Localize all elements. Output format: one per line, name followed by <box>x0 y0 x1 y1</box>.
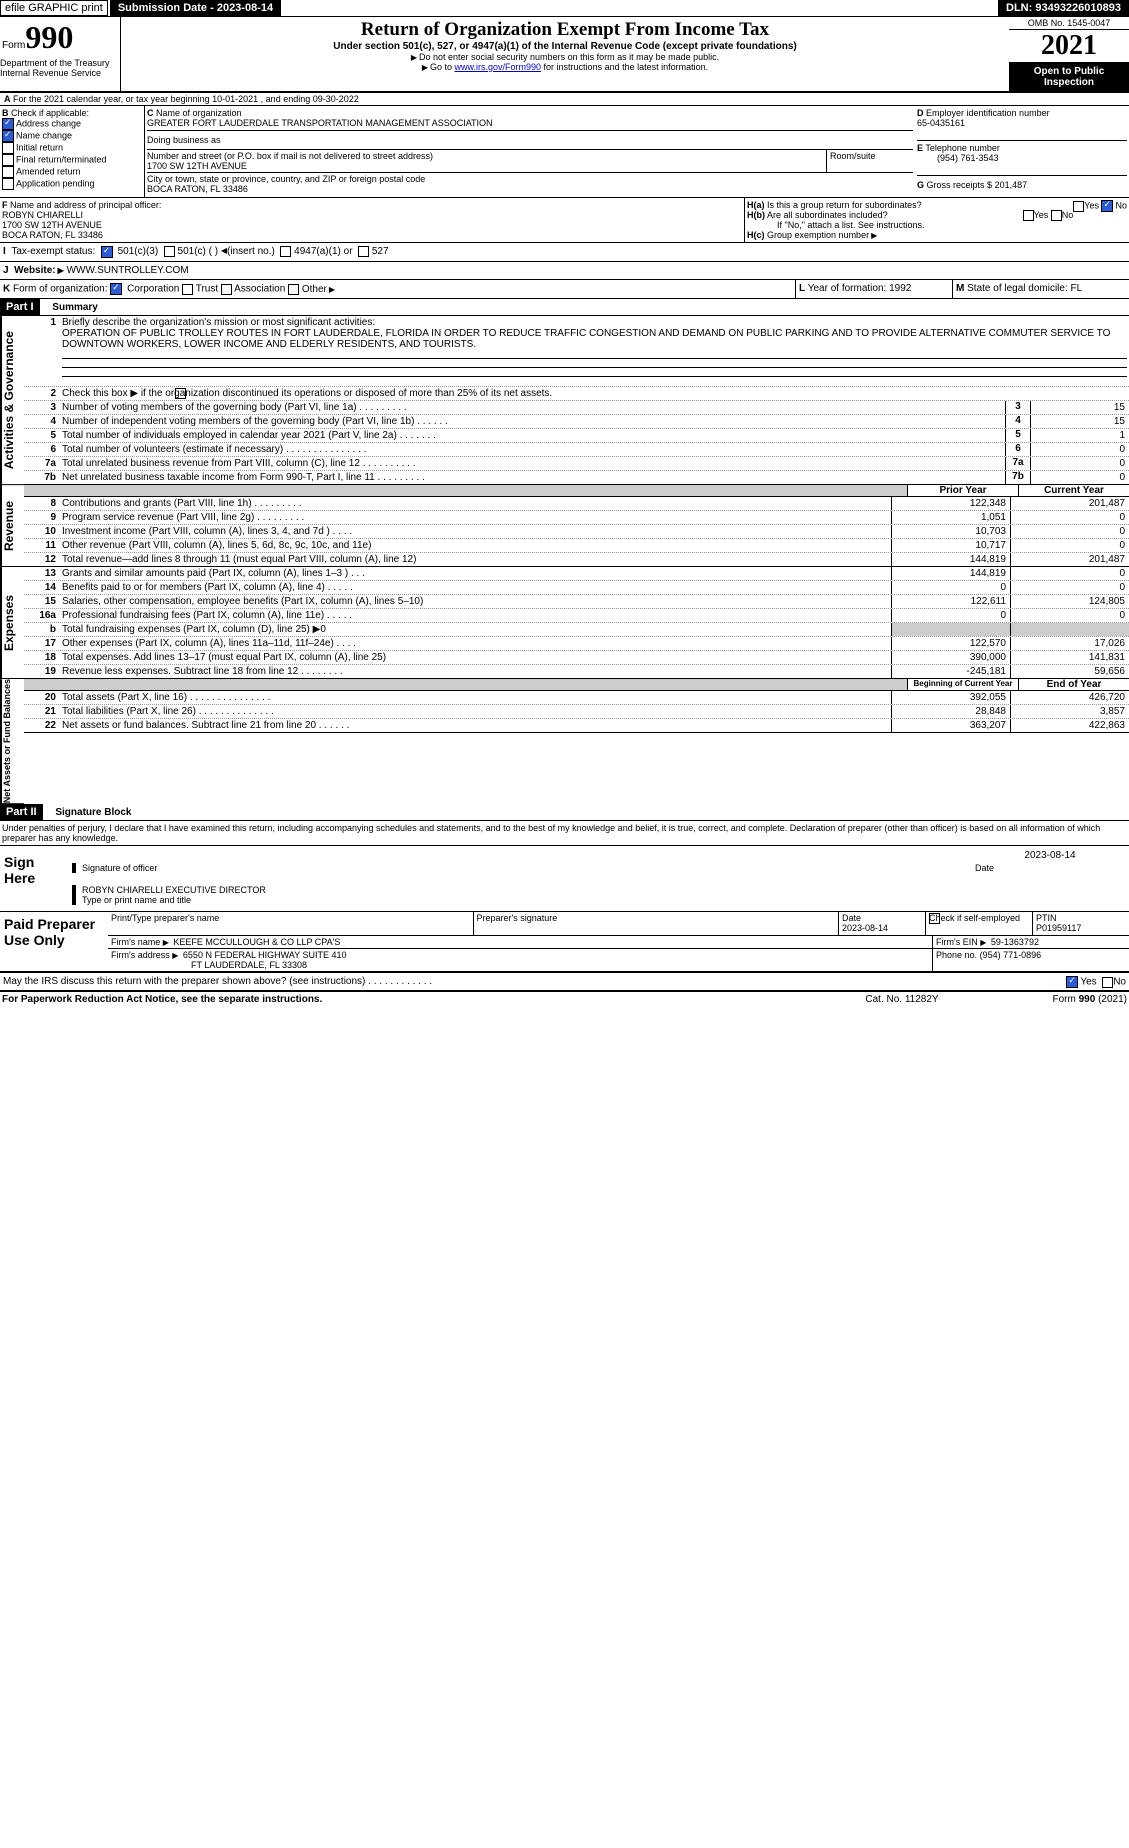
line-KLM: K Form of organization: Corporation Trus… <box>0 280 1129 299</box>
chk-501c[interactable] <box>164 246 175 257</box>
discuss-yes[interactable] <box>1066 976 1078 988</box>
part-ii-header: Part II Signature Block <box>0 804 1129 821</box>
dept: Department of the Treasury Internal Reve… <box>0 58 120 91</box>
section-F: F Name and address of principal officer:… <box>0 198 745 242</box>
table-row: 12Total revenue—add lines 8 through 11 (… <box>24 553 1129 567</box>
right-block: OMB No. 1545-0047 2021 Open to Public In… <box>1009 17 1129 91</box>
form-word: Form <box>2 40 25 51</box>
footer: For Paperwork Reduction Act Notice, see … <box>0 992 1129 1007</box>
discuss-no[interactable] <box>1102 977 1113 988</box>
chk-self-emp[interactable] <box>929 913 940 924</box>
table-row: 9Program service revenue (Part VIII, lin… <box>24 511 1129 525</box>
chk-527[interactable] <box>358 246 369 257</box>
sidebar-net: Net Assets or Fund Balances <box>0 679 24 804</box>
open-public: Open to Public Inspection <box>1009 63 1129 91</box>
table-row: 14Benefits paid to or for members (Part … <box>24 581 1129 595</box>
table-row: 11Other revenue (Part VIII, column (A), … <box>24 539 1129 553</box>
table-row: 15Salaries, other compensation, employee… <box>24 595 1129 609</box>
table-row: bTotal fundraising expenses (Part IX, co… <box>24 623 1129 637</box>
table-row: 20Total assets (Part X, line 16) . . . .… <box>24 691 1129 705</box>
hb-no[interactable] <box>1051 210 1062 221</box>
block-FH: F Name and address of principal officer:… <box>0 198 1129 243</box>
chk-501c3[interactable] <box>101 246 113 258</box>
tax-year: 2021 <box>1009 30 1129 63</box>
efile-header: efile GRAPHIC print Submission Date - 20… <box>0 0 1129 17</box>
sidebar-exp: Expenses <box>0 567 24 679</box>
chk-amended[interactable] <box>2 166 14 178</box>
activities-governance: Activities & Governance 1Briefly describ… <box>0 316 1129 485</box>
section-C: C Name of organizationGREATER FORT LAUDE… <box>145 106 915 197</box>
ha-no[interactable] <box>1101 200 1113 212</box>
table-row: 19Revenue less expenses. Subtract line 1… <box>24 665 1129 679</box>
section-H: H(a) Is this a group return for subordin… <box>745 198 1129 242</box>
mission-text: OPERATION OF PUBLIC TROLLEY ROUTES IN FO… <box>62 328 1110 350</box>
omb: OMB No. 1545-0047 <box>1009 17 1129 30</box>
section-DEG: D Employer identification number65-04351… <box>915 106 1129 197</box>
ssn-notice: Do not enter social security numbers on … <box>123 52 1007 62</box>
table-row: 17Other expenses (Part IX, column (A), l… <box>24 637 1129 651</box>
chk-4947[interactable] <box>280 246 291 257</box>
efile-label: efile GRAPHIC print <box>0 0 108 16</box>
chk-initial[interactable] <box>2 142 14 154</box>
net-assets: Net Assets or Fund Balances Beginning of… <box>0 679 1129 804</box>
table-row: 21Total liabilities (Part X, line 26) . … <box>24 705 1129 719</box>
table-row: 8Contributions and grants (Part VIII, li… <box>24 497 1129 511</box>
irs-link[interactable]: www.irs.gov/Form990 <box>455 62 542 72</box>
website: WWW.SUNTROLLEY.COM <box>67 265 189 276</box>
chk-final[interactable] <box>2 154 14 166</box>
chk-trust[interactable] <box>182 284 193 295</box>
sidebar-gov: Activities & Governance <box>0 316 24 485</box>
sidebar-rev: Revenue <box>0 485 24 567</box>
block-BCDEG: B Check if applicable: Address change Na… <box>0 106 1129 198</box>
section-B: B Check if applicable: Address change Na… <box>0 106 145 197</box>
chk-name[interactable] <box>2 130 14 142</box>
form-subtitle: Under section 501(c), 527, or 4947(a)(1)… <box>123 41 1007 52</box>
discuss-line: May the IRS discuss this return with the… <box>0 973 1129 992</box>
title-block: Return of Organization Exempt From Incom… <box>121 17 1009 91</box>
ha-yes[interactable] <box>1073 201 1084 212</box>
table-row: 16aProfessional fundraising fees (Part I… <box>24 609 1129 623</box>
revenue: Revenue Prior YearCurrent Year 8Contribu… <box>0 485 1129 567</box>
chk-pending[interactable] <box>2 178 14 190</box>
form-header: Form990 Department of the Treasury Inter… <box>0 17 1129 93</box>
chk-other[interactable] <box>288 284 299 295</box>
sign-block: Sign Here 2023-08-14 Signature of office… <box>0 846 1129 912</box>
submission-date: Submission Date - 2023-08-14 <box>110 0 281 16</box>
table-row: 18Total expenses. Add lines 13–17 (must … <box>24 651 1129 665</box>
table-row: 13Grants and similar amounts paid (Part … <box>24 567 1129 581</box>
chk-discontinued[interactable] <box>175 388 186 399</box>
perjury-decl: Under penalties of perjury, I declare th… <box>0 821 1129 846</box>
expenses: Expenses 13Grants and similar amounts pa… <box>0 567 1129 679</box>
form-title: Return of Organization Exempt From Incom… <box>123 19 1007 41</box>
chk-assoc[interactable] <box>221 284 232 295</box>
dln: DLN: 93493226010893 <box>998 0 1129 16</box>
hb-yes[interactable] <box>1023 210 1034 221</box>
line-J: J Website: WWW.SUNTROLLEY.COM <box>0 262 1129 280</box>
form-number: 990 <box>25 19 73 55</box>
table-row: 22Net assets or fund balances. Subtract … <box>24 719 1129 733</box>
line-I: I Tax-exempt status: 501(c)(3) 501(c) ( … <box>0 243 1129 262</box>
chk-corp[interactable] <box>110 283 122 295</box>
part-i-header: Part I Summary <box>0 299 1129 316</box>
table-row: 10Investment income (Part VIII, column (… <box>24 525 1129 539</box>
line-A: A For the 2021 calendar year, or tax yea… <box>0 93 1129 106</box>
paid-preparer: Paid Preparer Use Only Print/Type prepar… <box>0 912 1129 973</box>
